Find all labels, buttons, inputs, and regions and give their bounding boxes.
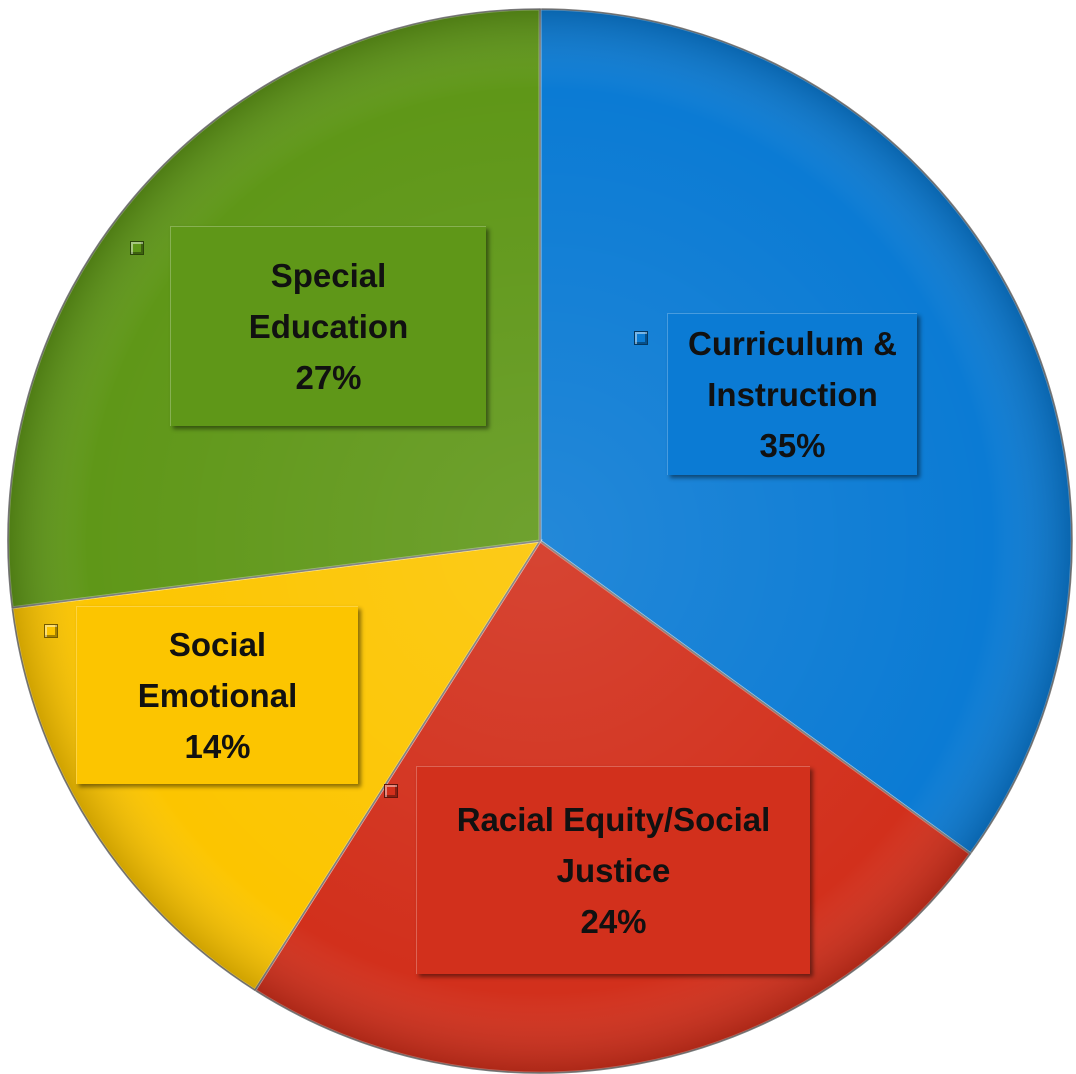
legend-key-special-education xyxy=(130,241,144,255)
data-label-racial-equity-social-justice: Racial Equity/Social Justice 24% xyxy=(416,766,810,974)
label-percent: 14% xyxy=(184,728,251,765)
label-line: Education xyxy=(248,308,409,345)
data-label-special-education: Special Education 27% xyxy=(170,226,486,426)
label-percent: 27% xyxy=(295,359,362,396)
label-percent: 24% xyxy=(580,903,647,940)
label-line: Instruction xyxy=(707,376,878,413)
legend-key-social-emotional xyxy=(44,624,58,638)
legend-key-racial-equity-social-justice xyxy=(384,784,398,798)
data-label-curriculum-instruction: Curriculum & Instruction 35% xyxy=(667,313,917,475)
label-line: Justice xyxy=(556,852,671,889)
label-line: Emotional xyxy=(137,677,298,714)
label-line: Racial Equity/Social xyxy=(456,801,771,838)
label-line: Special xyxy=(270,257,387,294)
label-percent: 35% xyxy=(759,427,826,464)
label-line: Curriculum & xyxy=(687,325,898,362)
legend-key-curriculum-instruction xyxy=(634,331,648,345)
label-line: Social xyxy=(168,626,267,663)
data-label-social-emotional: Social Emotional 14% xyxy=(76,606,358,784)
